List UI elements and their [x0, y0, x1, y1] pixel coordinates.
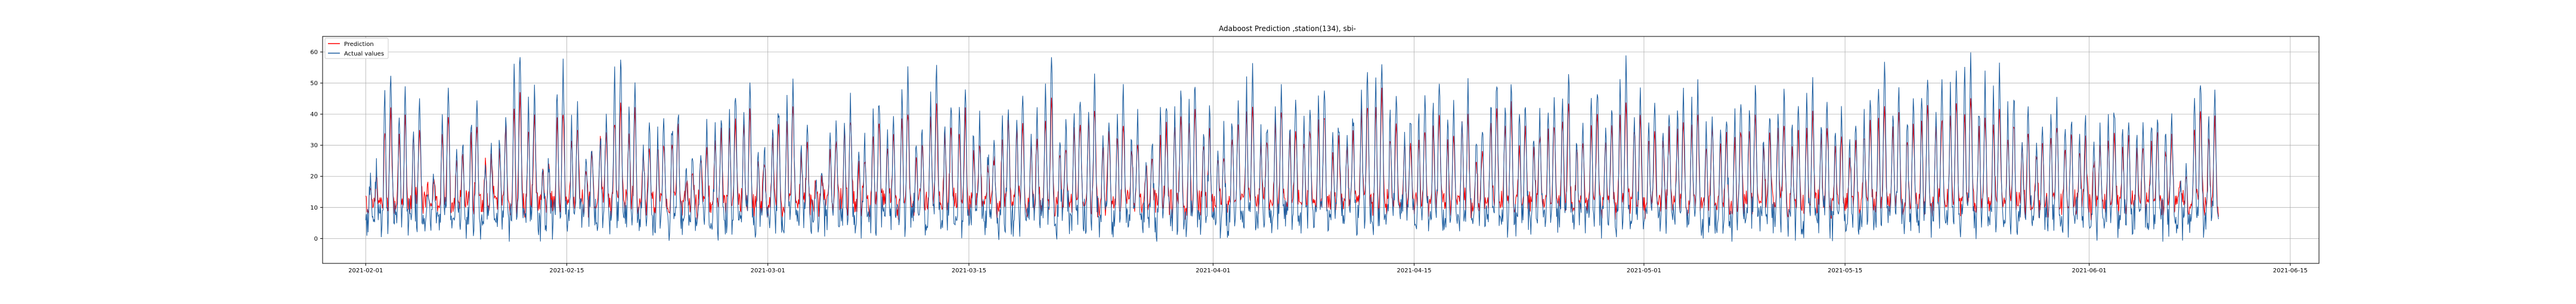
series-line-actual-values [365, 52, 2219, 242]
x-tick-label: 2021-04-15 [1397, 268, 1431, 274]
plot-frame [322, 36, 2320, 264]
legend-box [324, 38, 389, 59]
y-tick-label: 0 [314, 236, 318, 242]
y-tick-label: 40 [310, 112, 318, 118]
legend: Prediction Actual values [324, 38, 389, 59]
x-tick-label: 2021-03-15 [952, 268, 986, 274]
x-tick-label: 2021-04-01 [1196, 268, 1230, 274]
y-tick-label: 60 [310, 50, 318, 56]
legend-actual-label: Actual values [344, 51, 384, 57]
series-line-prediction [365, 87, 2219, 222]
x-tick-label: 2021-06-01 [2072, 268, 2107, 274]
legend-prediction-label: Prediction [344, 41, 374, 48]
x-tick-label: 2021-03-01 [751, 268, 785, 274]
series-lines [365, 52, 2219, 242]
axis-ticks: 0 10 20 30 40 50 60 2021-02-01 2021-02-15 2021-03… [310, 50, 2308, 274]
y-tick-label: 10 [310, 205, 318, 211]
y-tick-label: 50 [310, 81, 318, 87]
x-tick-label: 2021-05-15 [1828, 268, 1862, 274]
y-tick-label: 20 [310, 174, 318, 180]
chart-title: Adaboost Prediction ,station(134), sbi- [1219, 24, 1356, 33]
x-tick-label: 2021-05-01 [1627, 268, 1661, 274]
y-tick-label: 30 [310, 143, 318, 149]
x-tick-label: 2021-02-15 [549, 268, 584, 274]
x-tick-label: 2021-02-01 [348, 268, 383, 274]
x-tick-label: 2021-06-15 [2273, 268, 2308, 274]
